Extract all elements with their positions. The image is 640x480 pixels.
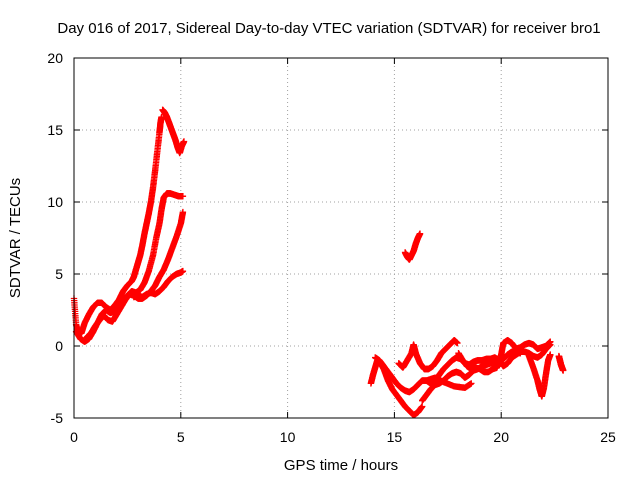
axis-ticks: 0 5 10 15 20 25 -5 0 5 10 15 20 [47,50,616,445]
data-point [179,208,187,216]
data-point [179,267,187,275]
x-tick-label: 20 [493,429,509,445]
y-tick-label: 20 [47,50,63,66]
y-tick-label: 10 [47,194,63,210]
data-point [416,230,424,237]
data-point [179,193,187,200]
data-point [419,403,426,410]
data-point [454,339,461,347]
data-point [559,367,567,374]
x-axis-label: GPS time / hours [284,457,398,474]
data-point [180,138,188,145]
x-tick-label: 10 [280,429,296,445]
chart-title: Day 016 of 2017, Sidereal Day-to-day VTE… [57,20,600,37]
x-tick-label: 15 [387,429,403,445]
x-tick-label: 0 [70,429,78,445]
data-point [547,338,554,345]
x-tick-label: 25 [600,429,616,445]
data-point [468,380,475,387]
y-tick-label: -5 [51,410,64,426]
data-point [517,350,524,357]
plot-frame [73,57,609,419]
y-tick-label: 5 [55,266,63,282]
data-points [70,106,567,419]
x-tick-label: 5 [177,429,185,445]
y-axis-label: SDTVAR / TECUs [7,178,24,298]
y-tick-label: 0 [55,338,63,354]
data-point [547,351,554,358]
y-tick-label: 15 [47,122,63,138]
